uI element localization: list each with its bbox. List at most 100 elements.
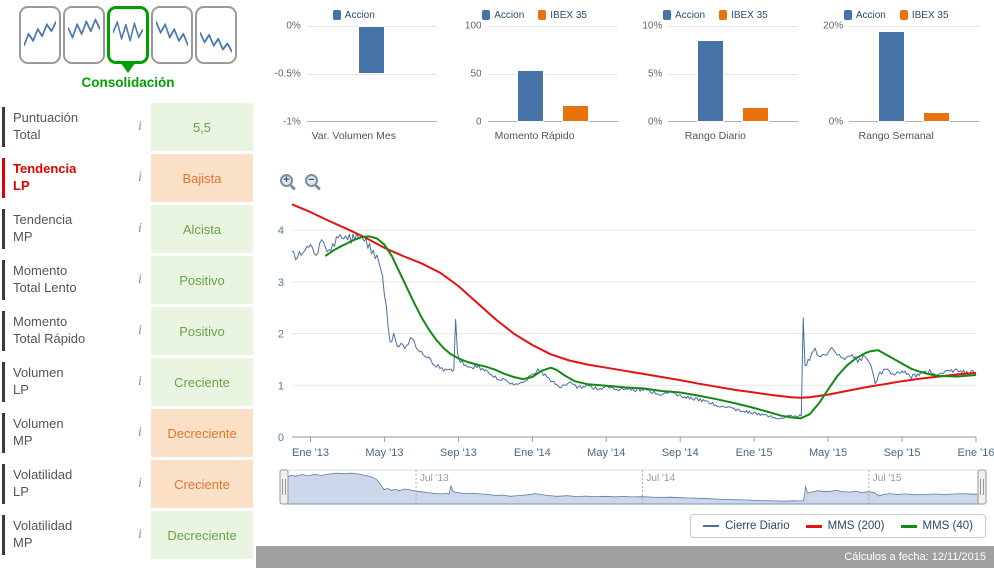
row-accent-bar xyxy=(2,260,5,300)
legend-item-cierre-diario[interactable]: Cierre Diario xyxy=(703,520,790,532)
score-label: Volatilidad LP xyxy=(13,467,73,499)
score-value-badge: Creciente xyxy=(151,460,253,508)
navigator-handle-left[interactable] xyxy=(279,469,289,505)
legend-label: Cierre Diario xyxy=(725,520,790,532)
magnifier-handle-icon xyxy=(314,183,322,190)
score-label: Tendencia LP xyxy=(13,161,77,193)
x-axis-label: Sep '15 xyxy=(884,447,921,459)
gridline xyxy=(668,26,799,27)
score-label: Volumen LP xyxy=(13,365,64,397)
info-icon[interactable]: i xyxy=(138,425,142,440)
bar-ibex-35 xyxy=(923,112,951,122)
phase-thumb-fase-3[interactable] xyxy=(107,6,149,64)
navigator-label: Jul '15 xyxy=(873,473,902,484)
legend-swatch xyxy=(663,10,672,20)
gridline xyxy=(487,26,618,27)
info-icon[interactable]: i xyxy=(138,323,142,338)
row-accent-bar xyxy=(2,311,5,351)
zoom-in-button[interactable]: + xyxy=(280,174,298,192)
y-tick-label: 20% xyxy=(823,20,844,32)
score-label: Momento Total Lento xyxy=(13,263,77,295)
indicator-panel: Consolidación Puntuación Total i 5,5 Tenden… xyxy=(0,0,256,580)
legend-item-accion[interactable]: Accion xyxy=(482,10,524,21)
score-value-badge: Decreciente xyxy=(151,511,253,559)
score-row-puntuacion-total: Puntuación Total i 5,5 xyxy=(0,103,256,151)
score-value-badge: Bajista xyxy=(151,154,253,202)
mini-chart-legend: Accion IBEX 35 xyxy=(452,4,618,26)
zoom-in-icon: + xyxy=(280,174,293,187)
phase-thumb-fase-4[interactable] xyxy=(151,6,193,64)
mini-chart-y-axis: 100 50 0 xyxy=(452,21,488,128)
mini-chart-plot xyxy=(668,26,799,122)
legend-item-ibex-35[interactable]: IBEX 35 xyxy=(538,10,587,21)
zoom-out-icon: − xyxy=(305,174,318,187)
score-value-badge: Decreciente xyxy=(151,409,253,457)
phase-thumb-fase-1[interactable] xyxy=(19,6,61,64)
score-label: Volatilidad MP xyxy=(13,518,73,550)
bar-ibex-35 xyxy=(742,106,770,122)
series-cierre-diario xyxy=(291,232,977,420)
navigator-handle-right[interactable] xyxy=(977,469,987,505)
phase-thumb-fase-5[interactable] xyxy=(195,6,237,64)
score-row-volatilidad-lp: Volatilidad LP i Creciente xyxy=(0,460,256,508)
zoom-out-button[interactable]: − xyxy=(305,174,323,192)
score-row-tendencia-lp: Tendencia LP i Bajista xyxy=(0,154,256,202)
info-icon[interactable]: i xyxy=(138,476,142,491)
bar-ibex-35 xyxy=(561,104,589,122)
x-axis-label: Ene '14 xyxy=(514,447,551,459)
y-tick-label: 5% xyxy=(647,68,663,80)
row-accent-bar xyxy=(2,464,5,504)
legend-label: Accion xyxy=(344,9,375,21)
y-tick-label: 0% xyxy=(286,20,301,32)
navigator-area[interactable] xyxy=(283,472,983,505)
info-icon[interactable]: i xyxy=(138,272,142,287)
x-axis-label: Sep '14 xyxy=(662,447,699,459)
footer-bar: Cálculos a fecha: 12/11/2015 xyxy=(256,546,994,568)
phase-thumb-fase-2[interactable] xyxy=(63,6,105,64)
info-icon[interactable]: i xyxy=(138,527,142,542)
legend-item-mms-40[interactable]: MMS (40) xyxy=(900,520,973,532)
info-icon[interactable]: i xyxy=(138,119,142,134)
row-accent-bar xyxy=(2,413,5,453)
info-icon[interactable]: i xyxy=(138,374,142,389)
info-icon[interactable]: i xyxy=(138,221,142,236)
row-accent-bar xyxy=(2,515,5,555)
x-axis-label: Sep '13 xyxy=(440,447,477,459)
mini-chart-y-axis: 20% 0% xyxy=(813,21,849,128)
series-mms-40 xyxy=(324,235,977,420)
x-axis-label: Ene '15 xyxy=(736,447,773,459)
legend-label: MMS (200) xyxy=(827,520,885,532)
legend-swatch xyxy=(899,10,908,20)
y-tick-label: -1% xyxy=(283,116,301,128)
legend-item-accion[interactable]: Accion xyxy=(332,9,375,21)
zoom-controls: + − xyxy=(280,174,323,192)
y-axis-label: 1 xyxy=(278,380,284,392)
legend-item-ibex-35[interactable]: IBEX 35 xyxy=(899,9,949,21)
legend-swatch xyxy=(332,10,341,20)
x-axis-label: May '13 xyxy=(365,447,403,459)
phase-label: Consolidación xyxy=(81,75,175,90)
legend-item-mms-200[interactable]: MMS (200) xyxy=(805,520,885,532)
legend-line-swatch xyxy=(805,524,822,528)
y-axis-label: 3 xyxy=(278,277,284,289)
info-icon[interactable]: i xyxy=(138,170,142,185)
legend-line-swatch xyxy=(900,524,917,528)
legend-label: IBEX 35 xyxy=(911,9,949,21)
legend-label: IBEX 35 xyxy=(550,9,587,21)
legend-swatch xyxy=(843,10,852,20)
legend-item-ibex-35[interactable]: IBEX 35 xyxy=(719,10,768,21)
y-axis-label: 0 xyxy=(278,432,284,444)
score-row-volatilidad-mp: Volatilidad MP i Decreciente xyxy=(0,511,256,559)
sparkline-icon xyxy=(200,31,232,53)
legend-item-accion[interactable]: Accion xyxy=(663,10,705,21)
chart-legend: Cierre Diario MMS (200) MMS (40) xyxy=(690,514,986,538)
sparkline-icon xyxy=(24,20,56,47)
legend-item-accion[interactable]: Accion xyxy=(843,10,886,21)
mini-chart-title: Rango Semanal xyxy=(858,130,934,142)
row-accent-bar xyxy=(2,362,5,402)
legend-swatch xyxy=(719,10,728,20)
mini-chart-y-axis: 10% 5% 0% xyxy=(632,21,668,128)
main-chart-svg[interactable]: 0 1 2 3 4 Ene '13 May '13 Sep '13 Ene '14 May '14… xyxy=(256,158,994,514)
legend-swatch xyxy=(482,10,491,20)
